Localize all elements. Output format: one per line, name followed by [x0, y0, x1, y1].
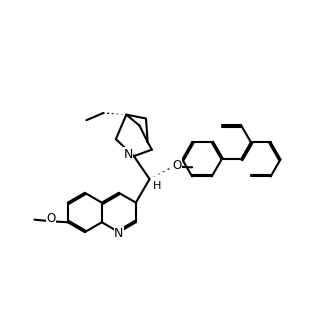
Text: N: N — [114, 227, 123, 240]
Text: H: H — [152, 181, 161, 191]
Text: N: N — [123, 148, 133, 161]
Text: O: O — [46, 212, 55, 224]
Text: O: O — [173, 158, 182, 172]
